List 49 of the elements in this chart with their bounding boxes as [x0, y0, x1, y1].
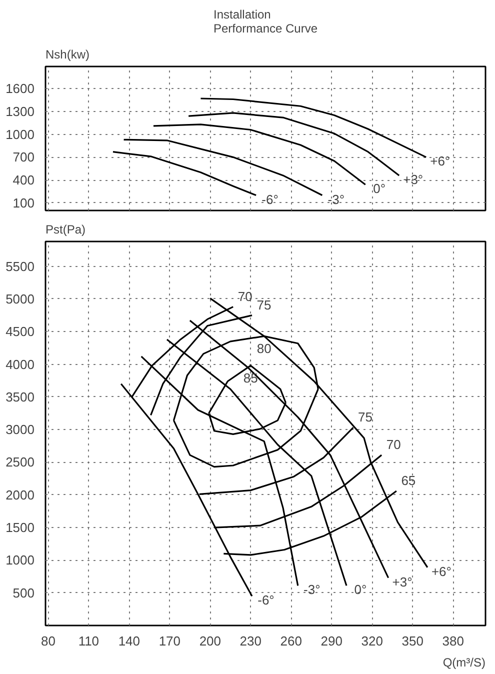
x-axis-title: Q(m³/S): [442, 656, 486, 670]
y-tick-label: 1000: [6, 126, 34, 142]
y-tick-label: 1500: [6, 520, 34, 536]
series-label: -6°: [262, 192, 278, 207]
y-tick-label: 4500: [6, 324, 34, 340]
x-tick-label: 80: [40, 634, 56, 648]
series-label: -3°: [304, 582, 320, 598]
x-tick-label: 290: [320, 634, 342, 648]
y-tick-label: 3500: [6, 389, 34, 404]
x-tick-label: 140: [118, 634, 140, 648]
y-tick-label: 2500: [6, 454, 34, 470]
y-axis-title: Nsh(kw): [46, 48, 90, 62]
series-label: 75: [256, 297, 272, 312]
x-tick-label: 110: [78, 634, 100, 648]
series-label: +6°: [430, 154, 450, 169]
series-label: 85: [243, 370, 258, 386]
y-axis-title: Pst(Pa): [46, 222, 86, 236]
series-label: 0°: [354, 582, 367, 598]
series-label: +6°: [431, 564, 452, 579]
y-tick-label: 1300: [6, 104, 34, 119]
y-tick-label: 1600: [6, 81, 34, 96]
series-label: 70: [238, 288, 252, 304]
series-label: -3°: [328, 192, 345, 207]
series-label: 75: [358, 410, 372, 425]
y-tick-label: 2000: [6, 487, 34, 502]
x-tick-label: 350: [402, 634, 424, 648]
y-tick-label: 3000: [6, 422, 34, 438]
x-tick-label: 230: [240, 634, 262, 648]
series-label: 65: [401, 472, 416, 488]
y-tick-label: 100: [12, 195, 35, 210]
series-label: 0°: [373, 181, 386, 196]
x-tick-label: 260: [280, 634, 302, 648]
y-tick-label: 500: [12, 585, 35, 600]
x-tick-label: 170: [158, 634, 181, 648]
y-tick-label: 4000: [6, 356, 34, 372]
x-tick-label: 200: [199, 634, 222, 648]
y-tick-label: 1000: [6, 552, 34, 568]
y-tick-label: 700: [12, 150, 35, 165]
series-label: +3°: [392, 574, 412, 590]
series-label: 70: [386, 437, 401, 452]
y-tick-label: 5000: [6, 291, 34, 306]
y-tick-label: 5500: [6, 258, 34, 274]
series-label: 80: [256, 341, 272, 356]
series-label: +3°: [403, 172, 424, 187]
x-tick-label: 380: [442, 634, 464, 648]
y-tick-label: 400: [12, 172, 35, 188]
series-label: -6°: [258, 592, 274, 608]
x-tick-label: 320: [361, 634, 383, 648]
chart-title: Installation Performance Curve: [213, 8, 318, 36]
